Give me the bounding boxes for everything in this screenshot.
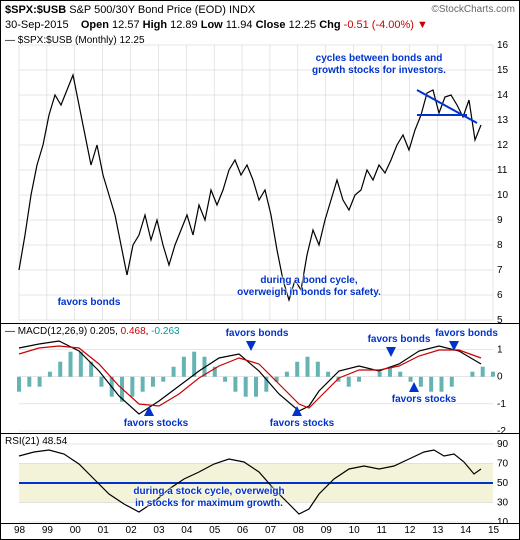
date: 30-Sep-2015 bbox=[5, 19, 69, 31]
svg-text:15: 15 bbox=[497, 65, 509, 76]
svg-text:13: 13 bbox=[497, 115, 509, 126]
rsi-panel: RSI(21) 48.54 1030507090 during a stock … bbox=[1, 433, 519, 524]
panels: — $SPX:$USB (Monthly) 12.25 567891011121… bbox=[1, 33, 519, 539]
x-tick: 06 bbox=[237, 525, 248, 538]
x-tick: 08 bbox=[293, 525, 304, 538]
svg-text:90: 90 bbox=[497, 439, 509, 450]
price-panel: — $SPX:$USB (Monthly) 12.25 567891011121… bbox=[1, 33, 519, 323]
x-tick: 03 bbox=[153, 525, 164, 538]
x-tick: 09 bbox=[321, 525, 332, 538]
x-tick: 99 bbox=[42, 525, 53, 538]
x-tick: 00 bbox=[70, 525, 81, 538]
macd-svg: -2-101 bbox=[1, 324, 519, 434]
svg-text:0: 0 bbox=[497, 372, 503, 383]
svg-text:7: 7 bbox=[497, 265, 503, 276]
svg-text:16: 16 bbox=[497, 40, 509, 51]
svg-text:6: 6 bbox=[497, 290, 503, 301]
svg-text:30: 30 bbox=[497, 498, 509, 509]
arrow-down-icon bbox=[386, 347, 396, 357]
x-tick: 01 bbox=[98, 525, 109, 538]
x-tick: 11 bbox=[376, 525, 386, 538]
ohlc-row: 30-Sep-2015 Open 12.57 High 12.89 Low 11… bbox=[1, 19, 519, 33]
arrow-up-icon bbox=[292, 406, 302, 416]
macd-panel: — MACD(12,26,9) 0.205, 0.468, -0.263 -2-… bbox=[1, 323, 519, 434]
price-legend: — $SPX:$USB (Monthly) 12.25 bbox=[5, 35, 145, 46]
x-tick: 15 bbox=[488, 525, 499, 538]
svg-text:10: 10 bbox=[497, 190, 509, 201]
svg-text:14: 14 bbox=[497, 90, 509, 101]
x-tick: 04 bbox=[181, 525, 192, 538]
x-tick: 07 bbox=[265, 525, 276, 538]
macd-legend: — MACD(12,26,9) 0.205, 0.468, -0.263 bbox=[5, 326, 180, 337]
symbol: $SPX:$USB bbox=[5, 4, 66, 16]
arrow-down-icon bbox=[449, 341, 459, 351]
x-tick: 12 bbox=[404, 525, 415, 538]
x-tick: 05 bbox=[209, 525, 220, 538]
rsi-legend: RSI(21) 48.54 bbox=[5, 436, 67, 447]
chart-header: ©StockCharts.com $SPX:$USB S&P 500/30Y B… bbox=[1, 1, 519, 19]
arrow-down-icon bbox=[246, 341, 256, 351]
arrow-up-icon bbox=[409, 382, 419, 392]
source-label: ©StockCharts.com bbox=[431, 3, 515, 17]
stock-chart: ©StockCharts.com $SPX:$USB S&P 500/30Y B… bbox=[0, 0, 520, 540]
svg-text:11: 11 bbox=[497, 165, 508, 176]
svg-text:12: 12 bbox=[497, 140, 509, 151]
x-tick: 14 bbox=[460, 525, 471, 538]
x-tick: 98 bbox=[14, 525, 25, 538]
svg-text:8: 8 bbox=[497, 240, 503, 251]
svg-text:50: 50 bbox=[497, 478, 509, 489]
svg-text:-1: -1 bbox=[497, 399, 506, 410]
x-tick: 13 bbox=[432, 525, 443, 538]
svg-text:9: 9 bbox=[497, 215, 503, 226]
rsi-svg: 1030507090 bbox=[1, 434, 519, 524]
svg-text:70: 70 bbox=[497, 459, 509, 470]
symbol-desc: S&P 500/30Y Bond Price (EOD) INDX bbox=[69, 4, 255, 16]
change-value: -0.51 (-4.00%) bbox=[344, 19, 414, 31]
x-tick: 02 bbox=[126, 525, 137, 538]
arrow-up-icon bbox=[144, 406, 154, 416]
x-tick: 10 bbox=[349, 525, 360, 538]
price-svg: 5678910111213141516989900010203040506070… bbox=[1, 33, 519, 323]
x-axis-bottom: 98 99 00 01 02 03 04 05 06 07 08 09 10 11 12 13 14 15 bbox=[1, 523, 519, 538]
svg-text:1: 1 bbox=[497, 345, 503, 356]
